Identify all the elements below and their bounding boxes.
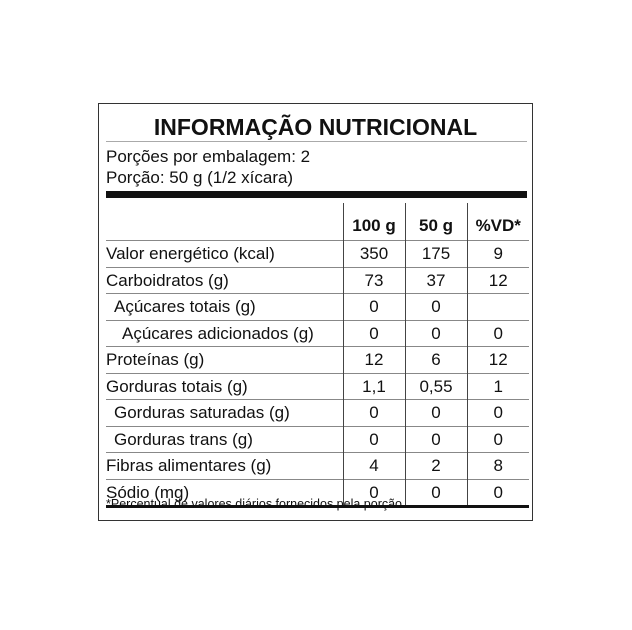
value-100g: 73 xyxy=(342,266,405,294)
value-vd xyxy=(466,293,529,320)
nutrient-label: Açúcares adicionados (g) xyxy=(106,319,343,347)
value-vd: 8 xyxy=(466,452,529,479)
nutrient-label: Gorduras trans (g) xyxy=(106,425,343,453)
nutrient-label: Fibras alimentares (g) xyxy=(106,452,343,479)
table-row: Gorduras saturadas (g) 0 0 0 xyxy=(106,399,529,426)
footnote: *Percentual de valores diários fornecido… xyxy=(106,497,406,511)
value-50g: 2 xyxy=(404,452,467,479)
nutrient-label: Gorduras totais (g) xyxy=(106,372,343,400)
value-100g: 350 xyxy=(342,240,405,267)
table-row: Sódio (mg) 0 0 0 xyxy=(106,478,529,508)
header-vd: %VD* xyxy=(466,203,529,241)
nutrient-label: Açúcares totais (g) xyxy=(106,293,343,320)
value-100g: 0 xyxy=(342,293,405,320)
table-row: Proteínas (g) 12 6 12 xyxy=(106,346,529,373)
value-50g: 37 xyxy=(404,266,467,294)
value-100g: 0 xyxy=(342,399,405,426)
nutrient-label: Gorduras saturadas (g) xyxy=(106,399,343,426)
nutrition-table: 100 g 50 g %VD* Valor energético (kcal) 3… xyxy=(106,203,529,508)
value-50g: 0 xyxy=(404,425,467,453)
serving-size: Porção: 50 g (1/2 xícara) xyxy=(106,168,294,187)
value-100g: 0 xyxy=(342,425,405,453)
nutrient-label: Sódio (mg) xyxy=(106,478,343,508)
value-50g: 6 xyxy=(404,346,467,373)
header-50g: 50 g xyxy=(404,203,467,241)
table-row: Carboidratos (g) 73 37 12 xyxy=(106,266,529,294)
header-100g: 100 g xyxy=(342,203,405,241)
value-vd: 12 xyxy=(466,346,529,373)
value-50g: 0,55 xyxy=(404,372,467,400)
value-50g: 0 xyxy=(404,319,467,347)
nutrient-label: Carboidratos (g) xyxy=(106,266,343,294)
value-50g: 0 xyxy=(404,478,467,508)
value-vd: 9 xyxy=(466,240,529,267)
value-100g: 0 xyxy=(342,319,405,347)
value-vd: 0 xyxy=(466,319,529,347)
value-vd: 0 xyxy=(466,399,529,426)
value-vd: 1 xyxy=(466,372,529,400)
value-100g: 12 xyxy=(342,346,405,373)
value-100g: 0 xyxy=(342,478,405,508)
value-50g: 175 xyxy=(404,240,467,267)
value-vd: 0 xyxy=(466,478,529,508)
table-row: Valor energético (kcal) 350 175 9 xyxy=(106,240,529,267)
value-50g: 0 xyxy=(404,293,467,320)
table-row: Fibras alimentares (g) 4 2 8 xyxy=(106,452,529,479)
header-nutrient xyxy=(106,203,343,241)
nutrition-facts-label: INFORMAÇÃO NUTRICIONAL Porções por embal… xyxy=(98,103,533,521)
table-row: Gorduras totais (g) 1,1 0,55 1 xyxy=(106,372,529,400)
table-row: Gorduras trans (g) 0 0 0 xyxy=(106,425,529,453)
header-row: 100 g 50 g %VD* xyxy=(106,203,529,241)
table-row: Açúcares adicionados (g) 0 0 0 xyxy=(106,319,529,347)
nutrient-label: Proteínas (g) xyxy=(106,346,343,373)
value-100g: 4 xyxy=(342,452,405,479)
value-vd: 12 xyxy=(466,266,529,294)
label-title: INFORMAÇÃO NUTRICIONAL xyxy=(153,114,478,140)
servings-per-package: Porções por embalagem: 2 xyxy=(106,147,311,166)
value-50g: 0 xyxy=(404,399,467,426)
thick-divider xyxy=(106,191,527,198)
value-vd: 0 xyxy=(466,425,529,453)
nutrient-label: Valor energético (kcal) xyxy=(106,240,343,267)
value-100g: 1,1 xyxy=(342,372,405,400)
title-divider xyxy=(106,141,527,142)
table-row: Açúcares totais (g) 0 0 xyxy=(106,293,529,320)
